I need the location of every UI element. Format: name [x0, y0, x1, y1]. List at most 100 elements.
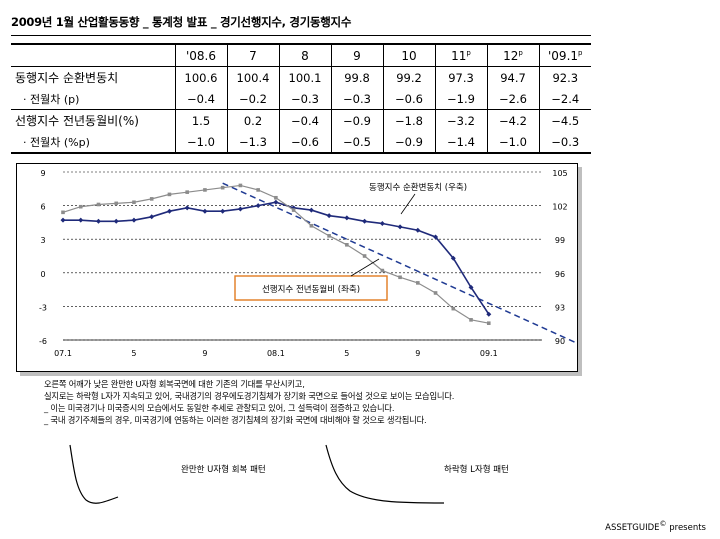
commentary-line: _ 이는 미국경기나 미국증시의 모습에서도 동일한 추세로 관찰되고 있어, …: [44, 403, 395, 413]
table-cell: 0.2: [226, 109, 279, 131]
coincident-index-point: [78, 217, 84, 223]
indicator-chart: 9 6 3 0 -3 -6 105 102 99 96 93 90 07.1 5 9 08.1 5 9 09.1 동행…: [16, 163, 578, 372]
leading-index-point: [469, 318, 473, 322]
table-row: · 전월차 (%p) −1.0 −1.3 −0.6 −0.5 −0.9 −1.4 −1.0 −0…: [11, 131, 591, 154]
table-cell: −2.4: [538, 88, 591, 110]
left-axis-tick-label: 6: [40, 203, 45, 212]
right-axis-tick-label: 90: [555, 337, 565, 346]
row-label: 선행지수 전년동월비(%): [15, 114, 139, 128]
leading-index-point: [486, 321, 491, 325]
leading-index-line: [62, 184, 489, 324]
table-cell: −4.5: [538, 109, 591, 131]
table-cell: −2.6: [486, 88, 539, 110]
coincident-index-point: [362, 218, 368, 224]
commentary-line: _ 국내 경기주체들의 경우, 미국경기에 연동하는 이러한 경기침체의 장기화…: [44, 415, 427, 425]
table-cell: −1.4: [434, 131, 487, 154]
leading-index-annotation-box: [234, 275, 388, 301]
x-axis-tick-label: 5: [131, 349, 136, 358]
leading-index-point: [345, 243, 349, 247]
left-axis-tick-label: 9: [40, 169, 45, 178]
coincident-index-point: [220, 208, 226, 214]
leading-index-point: [78, 204, 83, 209]
column-label: 11: [451, 48, 467, 63]
table-header-label: [11, 43, 175, 67]
annotation-pointer: [400, 193, 416, 215]
table-cell: −1.0: [486, 131, 539, 154]
coincident-index-point: [344, 215, 350, 221]
table-column-header: 9: [330, 43, 383, 67]
coincident-index-point: [60, 217, 66, 223]
table-cell: −0.9: [330, 109, 383, 131]
leading-index-point: [380, 268, 385, 273]
coincident-index-point: [308, 207, 314, 213]
x-axis-tick-label: 08.1: [267, 349, 285, 358]
left-axis-tick-label: 3: [40, 236, 45, 245]
x-axis-tick-label: 9: [202, 349, 207, 358]
u-shape-sketch: [69, 444, 119, 504]
l-shape-sketch: [325, 444, 445, 504]
coincident-index-point: [326, 213, 332, 219]
x-axis-tick-label: 9: [415, 349, 420, 358]
table-row: 동행지수 순환변동치 100.6 100.4 100.1 99.8 99.2 97.3 94.…: [11, 66, 591, 88]
leading-index-point: [114, 201, 119, 206]
column-label: 8: [301, 48, 309, 63]
x-axis-tick-label: 07.1: [54, 349, 72, 358]
coincident-index-point: [113, 218, 119, 224]
table-column-header: 8: [278, 43, 331, 67]
leading-index-point: [274, 195, 278, 200]
coincident-index-point: [415, 227, 421, 233]
table-cell: −0.2: [226, 88, 279, 110]
table-column-header: 7: [226, 43, 279, 67]
preliminary-mark: p: [518, 48, 523, 57]
table-cell: 92.3: [538, 66, 591, 88]
table-cell: −0.6: [278, 131, 331, 154]
left-axis-tick-label: -3: [39, 303, 47, 312]
table-cell: 100.6: [174, 66, 227, 88]
leading-index-point: [132, 200, 136, 205]
coincident-index-point: [486, 311, 492, 317]
coincident-index-point: [95, 218, 101, 224]
coincident-index-point: [184, 205, 190, 211]
table-row: 선행지수 전년동월비(%) 1.5 0.2 −0.4 −0.9 −1.8 −3.2 −4.2−…: [11, 109, 591, 131]
table-cell: −1.3: [226, 131, 279, 154]
leading-index-point: [309, 223, 314, 228]
commentary-line: 실지로는 하락형 L자가 지속되고 있어, 국내경기의 경우에도경기침체가 장기…: [44, 391, 455, 401]
copyright-mark: ©: [659, 520, 667, 528]
annotation-pointer: [350, 258, 380, 277]
leading-index-annotation: 선행지수 전년동월비 (좌축): [262, 284, 360, 295]
leading-index-point: [362, 254, 367, 258]
right-axis-tick-label: 105: [552, 169, 567, 178]
coincident-index-point: [131, 217, 137, 223]
coincident-index-point: [379, 221, 385, 227]
coincident-index-point: [237, 206, 243, 212]
preliminary-mark: p: [578, 48, 583, 57]
table-cell: −0.4: [278, 109, 331, 131]
table-cell: −0.5: [330, 131, 383, 154]
table-cell: −1.0: [174, 131, 227, 154]
table-cell: −1.9: [434, 88, 487, 110]
credit-suffix: presents: [666, 522, 706, 533]
column-label: 7: [249, 48, 257, 63]
coincident-index-point: [273, 199, 279, 205]
table-cell: −0.3: [538, 131, 591, 154]
leading-index-point: [416, 281, 420, 285]
indicator-table: '08.6 7 8 9 10 11p 12p '09.1p 동행지수 순환변동치 100.6 10…: [11, 43, 591, 154]
table-column-header: 10: [382, 43, 435, 67]
commentary: 오른쪽 어깨가 낮은 완만한 U자형 회복국면에 대한 기존의 기대를 무산시키…: [44, 378, 454, 426]
leading-index-point: [167, 192, 172, 197]
column-label: 12: [503, 48, 519, 63]
coincident-index-point: [149, 214, 155, 220]
row-label: · 전월차 (%p): [11, 131, 175, 154]
l-shape-label: 하락형 L자형 패턴: [444, 465, 509, 475]
leading-index-point: [398, 275, 402, 280]
table-cell: −0.4: [174, 88, 227, 110]
column-label: '09.1: [548, 48, 579, 63]
table-cell: 100.4: [226, 66, 279, 88]
leading-index-point: [327, 234, 331, 238]
leading-index-point: [451, 306, 456, 311]
leading-index-point: [256, 188, 260, 192]
left-axis-tick-label: -6: [39, 337, 47, 346]
table-column-header: '08.6: [174, 43, 227, 67]
right-axis-tick-label: 93: [555, 303, 565, 312]
page-title: 2009년 1월 산업활동동향 _ 통계청 발표 _ 경기선행지수, 경기동행지…: [11, 15, 352, 29]
